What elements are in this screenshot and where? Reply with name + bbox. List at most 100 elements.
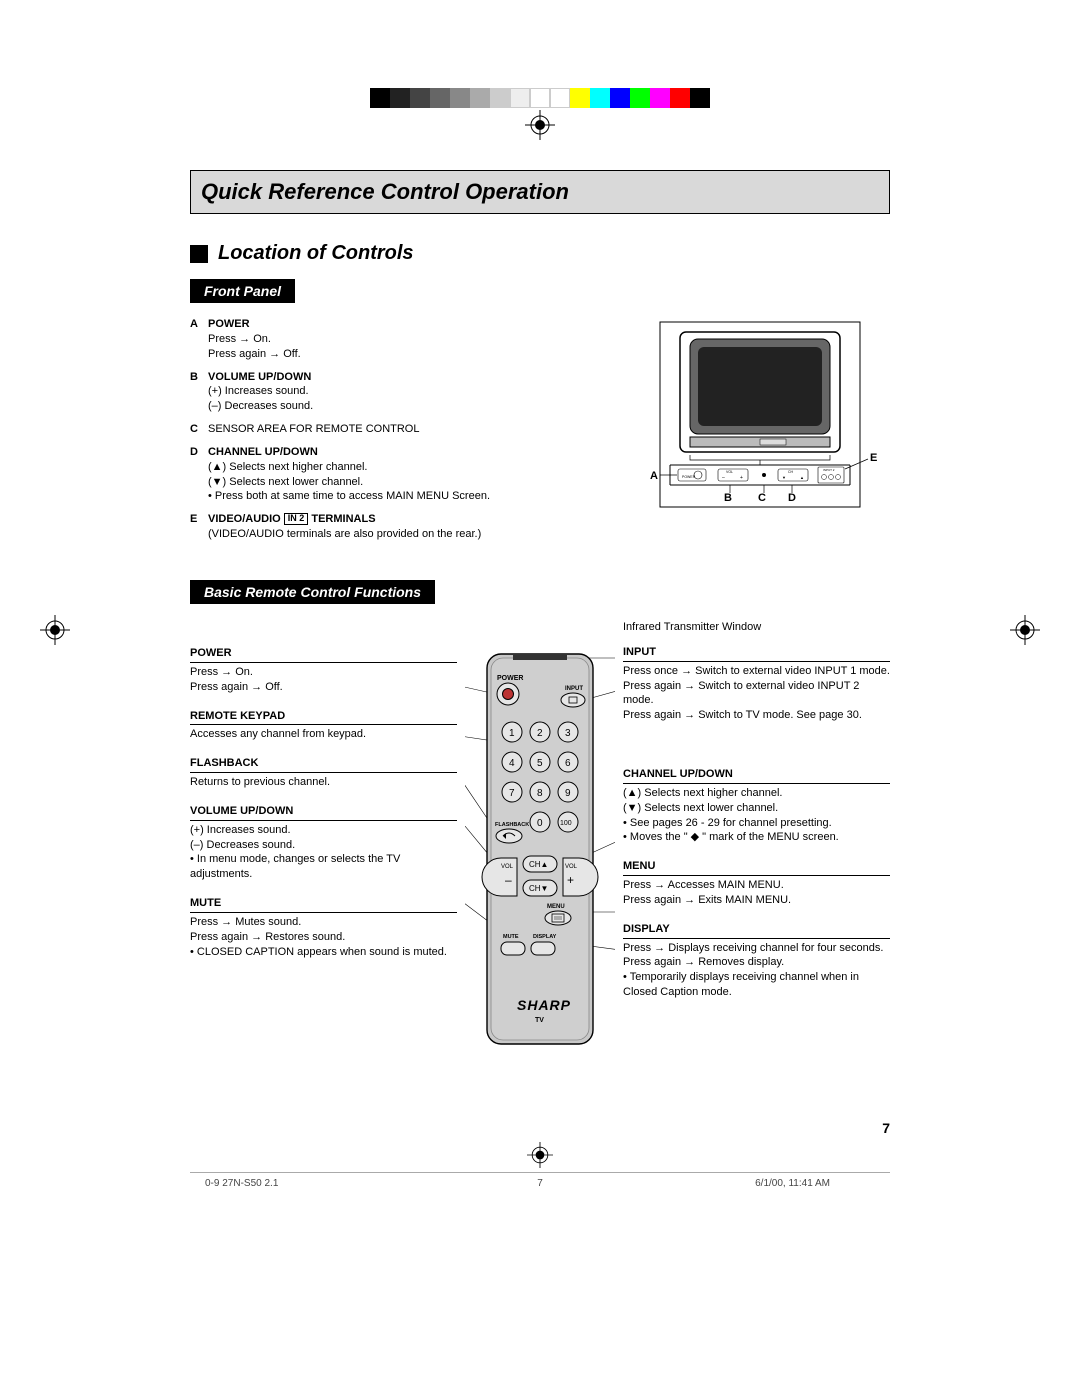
co-vol-l2: (–) Decreases sound.	[190, 838, 457, 853]
co-keypad-l1: Accesses any channel from keypad.	[190, 727, 457, 742]
co-flash-head: FLASHBACK	[190, 756, 457, 773]
front-e-pre: VIDEO/AUDIO	[208, 513, 281, 525]
svg-text:VOL: VOL	[726, 470, 733, 474]
svg-text:CH▼: CH▼	[529, 884, 548, 893]
svg-text:▼: ▼	[782, 475, 786, 480]
co-chan-l4: • Moves the " ◆ " mark of the MENU scree…	[623, 830, 890, 845]
svg-text:100: 100	[560, 820, 572, 827]
front-d-l2: (▼) Selects next lower channel.	[208, 475, 490, 490]
basic-remote-heading: Basic Remote Control Functions	[190, 580, 435, 604]
co-input-l1: Press once → Switch to external video IN…	[623, 664, 890, 679]
svg-text:DISPLAY: DISPLAY	[533, 934, 557, 940]
svg-text:FLASHBACK: FLASHBACK	[495, 822, 529, 828]
co-input-l2: Press again → Switch to external video I…	[623, 679, 890, 709]
manual-page: Quick Reference Control Operation Locati…	[190, 170, 890, 1136]
svg-text:+: +	[567, 873, 574, 887]
footer-center: 7	[537, 1178, 543, 1189]
svg-text:C: C	[758, 492, 766, 504]
co-vol-head: VOLUME UP/DOWN	[190, 804, 457, 821]
registration-mark-icon	[525, 110, 555, 140]
front-panel-list: A POWER Press → On. Press again → Off. B…	[190, 317, 620, 550]
co-power-l2: Press again → Off.	[190, 680, 457, 695]
svg-text:CH▲: CH▲	[529, 860, 548, 869]
section-heading-text: Location of Controls	[218, 242, 414, 265]
co-display-l2: Press again → Removes display.	[623, 955, 890, 970]
front-b-head: VOLUME UP/DOWN	[208, 370, 313, 385]
co-menu-l1: Press → Accesses MAIN MENU.	[623, 878, 890, 893]
svg-text:9: 9	[565, 788, 571, 799]
svg-text:VOL: VOL	[565, 864, 578, 870]
footer-left: 0-9 27N-S50 2.1	[205, 1178, 278, 1189]
footer-right: 6/1/00, 11:41 AM	[755, 1178, 830, 1189]
co-display-l3: • Temporarily displays receiving channel…	[623, 970, 890, 1000]
front-e-post: TERMINALS	[311, 513, 375, 525]
svg-text:VOL: VOL	[501, 864, 514, 870]
remote-input-label: INPUT	[565, 686, 583, 692]
svg-text:6: 6	[565, 758, 571, 769]
tv-front-figure: POWER VOL – + CH ▼ ▲ INPUT 2	[640, 317, 890, 550]
front-d-l3: • Press both at same time to access MAIN…	[208, 489, 490, 504]
co-menu-l2: Press again → Exits MAIN MENU.	[623, 893, 890, 908]
co-chan-head: CHANNEL UP/DOWN	[623, 767, 890, 784]
svg-text:POWER: POWER	[682, 475, 696, 479]
right-callouts: Infrared Transmitter Window INPUT Press …	[623, 620, 890, 1090]
svg-text:D: D	[788, 492, 796, 504]
page-title: Quick Reference Control Operation	[190, 170, 890, 214]
co-vol-l3: • In menu mode, changes or selects the T…	[190, 852, 457, 882]
svg-text:4: 4	[509, 758, 515, 769]
co-chan-l3: • See pages 26 - 29 for channel presetti…	[623, 816, 890, 831]
registration-mark-icon	[1010, 615, 1040, 645]
svg-text:2: 2	[537, 728, 543, 739]
left-callouts: POWER Press → On. Press again → Off. REM…	[190, 620, 457, 1090]
front-a-l1: Press → On.	[208, 332, 301, 347]
co-input-head: INPUT	[623, 645, 890, 662]
co-power-head: POWER	[190, 646, 457, 663]
front-panel-heading: Front Panel	[190, 279, 295, 303]
front-a-l2: Press again → Off.	[208, 347, 301, 362]
printer-color-bars	[370, 88, 710, 108]
co-flash-l1: Returns to previous channel.	[190, 775, 457, 790]
co-display-l1: Press → Displays receiving channel for f…	[623, 941, 890, 956]
co-mute-head: MUTE	[190, 896, 457, 913]
front-d-l1: (▲) Selects next higher channel.	[208, 460, 490, 475]
svg-text:SHARP: SHARP	[517, 997, 571, 1013]
svg-text:5: 5	[537, 758, 543, 769]
print-marks-top	[0, 0, 1080, 130]
svg-text:8: 8	[537, 788, 543, 799]
svg-text:0: 0	[537, 818, 543, 829]
in2-box: IN 2	[284, 513, 309, 525]
section-heading: Location of Controls	[190, 242, 890, 265]
ir-window-text: Infrared Transmitter Window	[623, 620, 890, 635]
co-vol-l1: (+) Increases sound.	[190, 823, 457, 838]
svg-text:3: 3	[565, 728, 571, 739]
svg-text:CH: CH	[788, 470, 794, 474]
front-a-head: POWER	[208, 317, 301, 332]
svg-text:▲: ▲	[800, 475, 804, 480]
front-b-l2: (–) Decreases sound.	[208, 399, 313, 414]
co-mute-l1: Press → Mutes sound.	[190, 915, 457, 930]
remote-section: POWER Press → On. Press again → Off. REM…	[190, 620, 890, 1090]
svg-text:B: B	[724, 492, 732, 504]
co-mute-l3: • CLOSED CAPTION appears when sound is m…	[190, 945, 457, 960]
front-c-head: SENSOR AREA FOR REMOTE CONTROL	[208, 422, 419, 437]
registration-mark-icon	[527, 1142, 553, 1168]
svg-text:TV: TV	[535, 1017, 544, 1024]
co-input-l3: Press again → Switch to TV mode. See pag…	[623, 708, 890, 723]
svg-text:INPUT 2: INPUT 2	[823, 468, 835, 472]
print-footer: 0-9 27N-S50 2.1 7 6/1/00, 11:41 AM	[0, 1142, 1080, 1232]
front-e-l1: (VIDEO/AUDIO terminals are also provided…	[208, 527, 481, 542]
svg-text:–: –	[722, 475, 725, 481]
front-d-head: CHANNEL UP/DOWN	[208, 445, 490, 460]
remote-figure: POWER INPUT 1 2 3 4 5 6	[465, 620, 615, 1090]
co-keypad-head: REMOTE KEYPAD	[190, 709, 457, 726]
co-chan-l1: (▲) Selects next higher channel.	[623, 786, 890, 801]
remote-power-label: POWER	[497, 675, 523, 682]
square-bullet-icon	[190, 245, 208, 263]
svg-text:+: +	[740, 475, 743, 481]
co-menu-head: MENU	[623, 859, 890, 876]
svg-text:–: –	[505, 873, 512, 887]
svg-text:MUTE: MUTE	[503, 934, 519, 940]
co-chan-l2: (▼) Selects next lower channel.	[623, 801, 890, 816]
page-number: 7	[190, 1120, 890, 1136]
svg-text:1: 1	[509, 728, 515, 739]
